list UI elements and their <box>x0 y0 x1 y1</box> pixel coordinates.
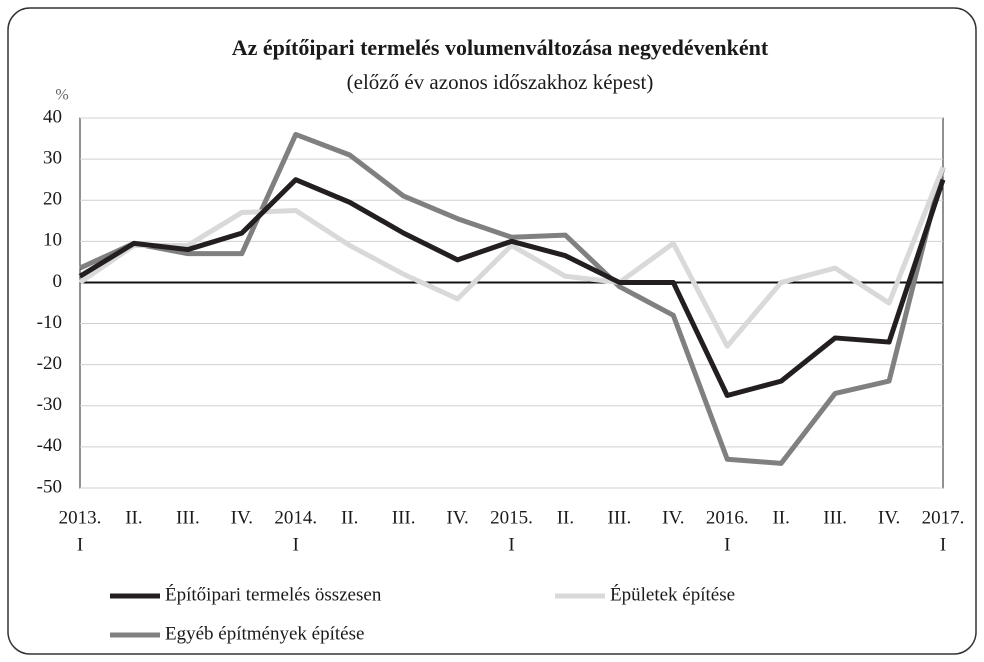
y-tick-label: -30 <box>37 394 62 415</box>
chart-frame <box>7 7 977 655</box>
x-tick-label: III. <box>608 507 632 528</box>
x-tick-label: 2014. <box>274 507 317 528</box>
x-tick-label: I <box>940 534 946 555</box>
y-tick-label: 40 <box>43 106 62 127</box>
x-tick-label: III. <box>823 507 847 528</box>
y-tick-label: -50 <box>37 476 62 497</box>
y-tick-label: 10 <box>43 230 62 251</box>
x-tick-label: II. <box>557 507 574 528</box>
x-tick-label: III. <box>392 507 416 528</box>
x-tick-label: III. <box>176 507 200 528</box>
x-tick-label: I <box>724 534 730 555</box>
y-tick-label: -10 <box>37 312 62 333</box>
x-tick-label: 2013. <box>59 507 102 528</box>
legend-label: Építőipari termelés összesen <box>165 583 382 605</box>
chart-title: Az építőipari termelés volumenváltozása … <box>232 35 769 60</box>
legend-label: Épületek építése <box>610 583 735 605</box>
x-tick-label: I <box>77 534 83 555</box>
x-tick-label: I <box>508 534 514 555</box>
legend-label: Egyéb építmények építése <box>165 623 364 644</box>
series-line <box>78 131 946 466</box>
x-tick-label: IV. <box>231 507 253 528</box>
y-tick-label: -40 <box>37 435 62 456</box>
x-tick-label: IV. <box>446 507 468 528</box>
x-tick-label: II. <box>772 507 789 528</box>
x-tick-label: I <box>293 534 299 555</box>
x-tick-label: 2015. <box>490 507 533 528</box>
series-line <box>78 177 946 398</box>
y-tick-label: -20 <box>37 353 62 374</box>
x-tick-label: 2016. <box>706 507 749 528</box>
x-tick-label: II. <box>125 507 142 528</box>
x-tick-label: II. <box>341 507 358 528</box>
y-tick-label: 30 <box>43 147 62 168</box>
x-tick-label: 2017. <box>922 507 965 528</box>
y-axis-label: % <box>55 87 68 104</box>
y-tick-label: 0 <box>53 271 63 292</box>
chart-subtitle: (előző év azonos időszakhoz képest) <box>347 70 654 94</box>
series-line <box>78 166 946 349</box>
x-tick-label: IV. <box>662 507 684 528</box>
y-tick-label: 20 <box>43 189 62 210</box>
x-tick-label: IV. <box>878 507 900 528</box>
